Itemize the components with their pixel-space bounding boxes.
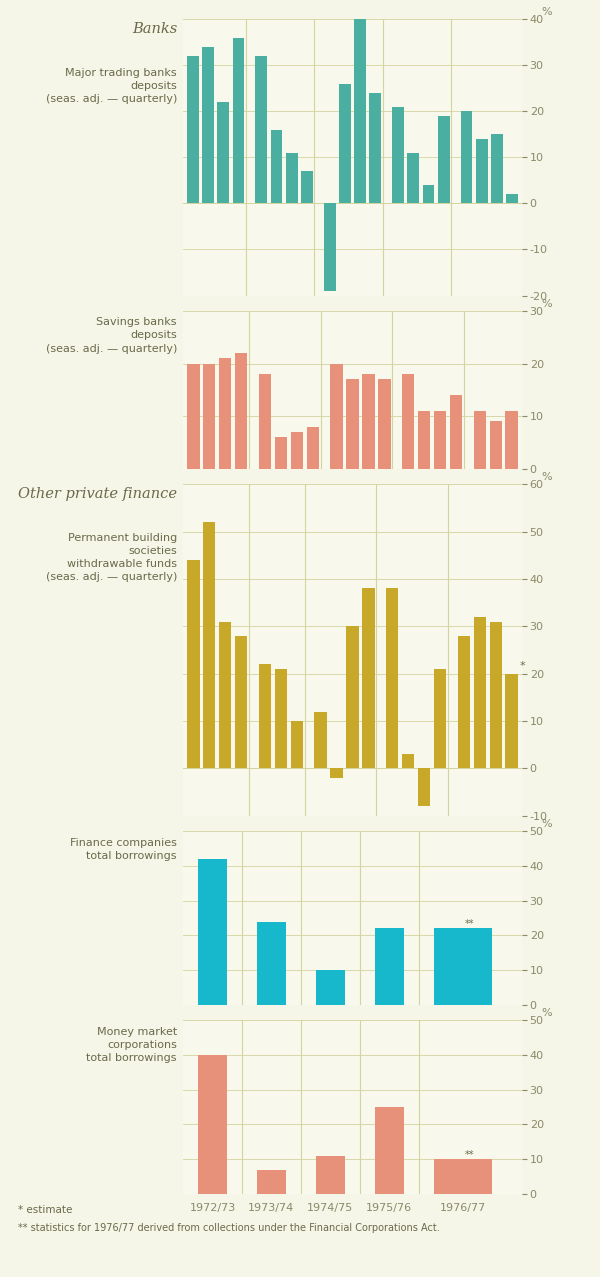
Text: %: % — [542, 299, 553, 309]
Bar — [354, 19, 366, 203]
Bar — [219, 622, 232, 769]
Bar — [346, 626, 359, 769]
Bar — [490, 622, 502, 769]
Bar — [407, 153, 419, 203]
Bar — [187, 364, 200, 469]
Bar — [438, 116, 449, 203]
Bar — [362, 589, 374, 769]
Bar — [235, 636, 247, 769]
Bar — [198, 859, 227, 1005]
Text: **: ** — [464, 1149, 474, 1160]
Bar — [402, 755, 415, 769]
Bar — [461, 111, 472, 203]
Text: Savings banks
deposits
(seas. adj. — quarterly): Savings banks deposits (seas. adj. — qua… — [46, 317, 177, 354]
Bar — [473, 617, 486, 769]
Bar — [314, 711, 327, 769]
Bar — [370, 93, 381, 203]
Bar — [450, 395, 462, 469]
Bar — [324, 203, 335, 291]
Text: ** statistics for 1976/77 derived from collections under the Financial Corporati: ** statistics for 1976/77 derived from c… — [18, 1223, 440, 1234]
Bar — [362, 374, 374, 469]
Bar — [219, 359, 232, 469]
Bar — [203, 364, 215, 469]
Text: Banks: Banks — [132, 22, 177, 36]
Bar — [275, 669, 287, 769]
Bar — [257, 1170, 286, 1194]
Bar — [275, 437, 287, 469]
Bar — [235, 352, 247, 469]
Bar — [422, 185, 434, 203]
Bar — [187, 56, 199, 203]
Text: Finance companies
total borrowings: Finance companies total borrowings — [70, 838, 177, 861]
Bar — [203, 522, 215, 769]
Bar — [434, 411, 446, 469]
Bar — [217, 102, 229, 203]
Bar — [402, 374, 415, 469]
Bar — [316, 1156, 345, 1194]
Bar — [307, 427, 319, 469]
Bar — [418, 769, 430, 806]
Text: Money market
corporations
total borrowings: Money market corporations total borrowin… — [86, 1027, 177, 1062]
Bar — [301, 171, 313, 203]
Bar — [434, 928, 463, 1005]
Bar — [259, 374, 271, 469]
Text: %: % — [542, 819, 553, 829]
Bar — [256, 56, 267, 203]
Bar — [490, 421, 502, 469]
Bar — [476, 139, 488, 203]
Text: Permanent building
societies
withdrawable funds
(seas. adj. — quarterly): Permanent building societies withdrawabl… — [46, 533, 177, 582]
Bar — [463, 1160, 492, 1194]
Bar — [506, 194, 518, 203]
Bar — [187, 561, 200, 769]
Bar — [331, 364, 343, 469]
Bar — [202, 47, 214, 203]
Text: Major trading banks
deposits
(seas. adj. — quarterly): Major trading banks deposits (seas. adj.… — [46, 68, 177, 105]
Bar — [392, 107, 404, 203]
Bar — [259, 664, 271, 769]
Bar — [271, 130, 283, 203]
Bar — [505, 674, 518, 769]
Bar — [316, 971, 345, 1005]
Bar — [505, 411, 518, 469]
Bar — [331, 769, 343, 778]
Text: %: % — [542, 472, 553, 481]
Text: *: * — [519, 661, 525, 672]
Bar — [418, 411, 430, 469]
Bar — [434, 669, 446, 769]
Bar — [491, 134, 503, 203]
Text: Other private finance: Other private finance — [18, 487, 177, 501]
Bar — [463, 928, 492, 1005]
Bar — [473, 411, 486, 469]
Bar — [198, 1055, 227, 1194]
Bar — [286, 153, 298, 203]
Bar — [233, 37, 244, 203]
Bar — [386, 589, 398, 769]
Bar — [434, 1160, 463, 1194]
Bar — [458, 636, 470, 769]
Bar — [257, 922, 286, 1005]
Bar — [290, 432, 303, 469]
Bar — [378, 379, 391, 469]
Text: **: ** — [464, 918, 474, 928]
Text: %: % — [542, 1008, 553, 1018]
Bar — [339, 84, 351, 203]
Bar — [375, 1107, 404, 1194]
Bar — [346, 379, 359, 469]
Bar — [290, 722, 303, 769]
Text: * estimate: * estimate — [18, 1205, 73, 1216]
Bar — [375, 928, 404, 1005]
Text: %: % — [542, 6, 553, 17]
